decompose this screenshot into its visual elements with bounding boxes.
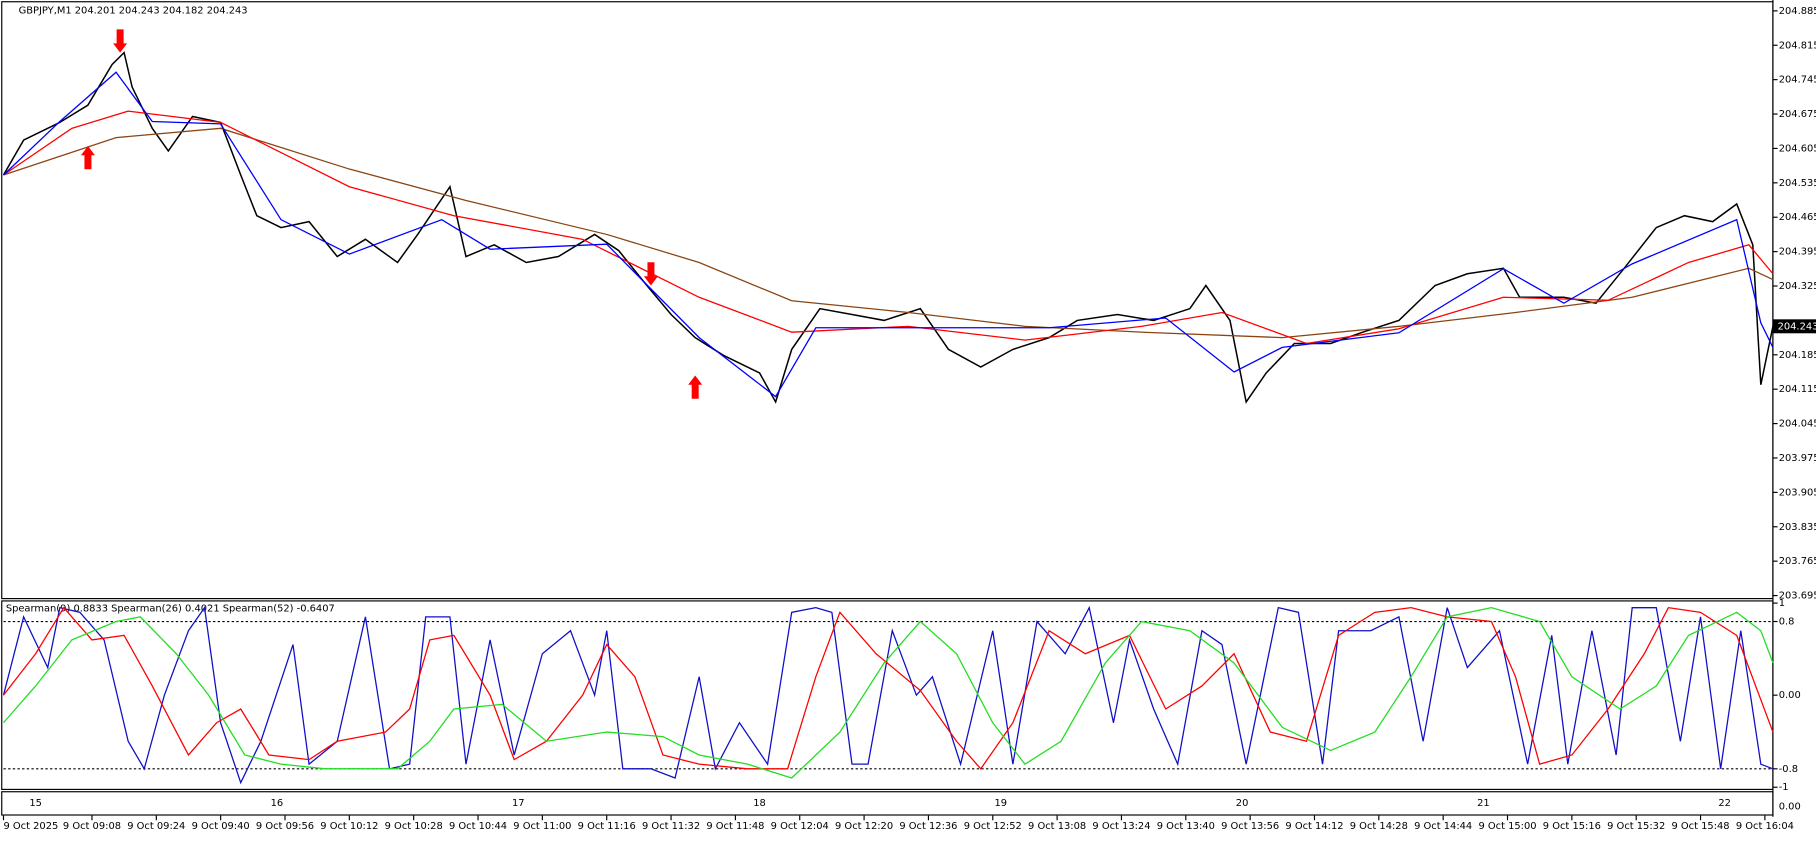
y-tick-label: -1	[1779, 782, 1789, 793]
series-line	[2, 606, 1774, 770]
x-tick-label: 9 Oct 11:48	[706, 821, 764, 832]
x-tick-label: 9 Oct 10:44	[449, 821, 507, 832]
series-line	[3, 110, 1774, 345]
x-tick-label: 9 Oct 16:04	[1736, 821, 1794, 832]
x-tick-label: 9 Oct 13:24	[1092, 821, 1150, 832]
y-tick-label: 204.395	[1779, 247, 1816, 258]
hour-label: 18	[753, 798, 766, 809]
x-tick-label: 9 Oct 12:36	[899, 821, 957, 832]
sell-arrow	[113, 29, 128, 53]
x-tick-label: 9 Oct 11:32	[642, 821, 700, 832]
main-panel-frame	[1, 1, 1774, 600]
series-line	[3, 607, 1774, 779]
y-tick-label: 204.465	[1779, 212, 1816, 223]
x-tick-label: 9 Oct 14:12	[1285, 821, 1343, 832]
y-tick-label: 0.00	[1779, 690, 1801, 701]
y-tick-label: 204.185	[1779, 350, 1816, 361]
x-tick-label: 9 Oct 15:00	[1478, 821, 1536, 832]
buy-arrow	[80, 145, 95, 170]
x-tick-label: 9 Oct 09:56	[256, 821, 314, 832]
x-tick-label: 9 Oct 12:04	[771, 821, 829, 832]
x-tick-label: 9 Oct 09:24	[127, 821, 185, 832]
y-tick-label: 0.8	[1779, 617, 1795, 628]
hour-label: 19	[995, 798, 1008, 809]
series-line	[3, 71, 1774, 398]
series-line	[2, 605, 1774, 785]
x-tick-label: 9 Oct 14:44	[1414, 821, 1472, 832]
x-tick-label: 9 Oct 11:00	[513, 821, 571, 832]
x-tick-label: 9 Oct 12:20	[835, 821, 893, 832]
x-tick-label: 9 Oct 2025	[3, 821, 58, 832]
hour-label: 20	[1236, 798, 1249, 809]
x-tick-label: 9 Oct 15:16	[1543, 821, 1601, 832]
x-tick-label: 9 Oct 13:56	[1221, 821, 1279, 832]
y-tick-label: 204.115	[1779, 384, 1816, 395]
series-line	[3, 127, 1774, 339]
x-tick-label: 9 Oct 14:28	[1350, 821, 1408, 832]
sell-arrow	[643, 262, 658, 286]
x-tick-label: 9 Oct 15:32	[1607, 821, 1665, 832]
y-tick-label: 204.605	[1779, 143, 1816, 154]
y-tick-label: 203.765	[1779, 556, 1816, 567]
x-tick-label: 9 Oct 12:52	[964, 821, 1022, 832]
y-tick-label: 204.815	[1779, 40, 1816, 51]
y-tick-label: 203.835	[1779, 522, 1816, 533]
y-tick-label: 204.325	[1779, 281, 1816, 292]
x-tick-label: 9 Oct 15:48	[1671, 821, 1729, 832]
hour-panel-frame	[1, 791, 1774, 816]
oscillator-title: Spearman(9) 0.8833 Spearman(26) 0.4021 S…	[6, 603, 335, 614]
y-tick-label: 203.975	[1779, 453, 1816, 464]
main-title: GBPJPY,M1 204.201 204.243 204.182 204.24…	[19, 5, 248, 16]
y-tick-label: 1	[1779, 598, 1785, 609]
x-tick-label: 9 Oct 10:12	[320, 821, 378, 832]
y-tick-label: 204.885	[1779, 6, 1816, 17]
y-tick-label: -0.8	[1779, 764, 1798, 775]
hour-label: 16	[271, 798, 284, 809]
y-tick-label: 203.695	[1779, 591, 1816, 602]
y-tick-label: 203.905	[1779, 487, 1816, 498]
y-tick-label: 204.675	[1779, 109, 1816, 120]
last-price-label: 204.243	[1778, 321, 1816, 332]
hour-label: 22	[1718, 798, 1731, 809]
x-tick-label: 9 Oct 13:40	[1157, 821, 1215, 832]
hour-label: 17	[512, 798, 525, 809]
x-tick-label: 9 Oct 10:28	[385, 821, 443, 832]
hour-label: 21	[1477, 798, 1490, 809]
x-tick-label: 9 Oct 13:08	[1028, 821, 1086, 832]
hour-label: 15	[29, 798, 42, 809]
y-tick-label: 204.045	[1779, 419, 1816, 430]
x-tick-label: 9 Oct 11:16	[578, 821, 636, 832]
y-tick-label: 204.745	[1779, 75, 1816, 86]
buy-arrow	[688, 375, 703, 399]
last-price-box	[1772, 319, 1816, 334]
y-tick-label: 204.535	[1779, 178, 1816, 189]
hour-panel-scale: 0.00	[1779, 801, 1801, 812]
x-tick-label: 9 Oct 09:40	[192, 821, 250, 832]
x-tick-label: 9 Oct 09:08	[63, 821, 121, 832]
